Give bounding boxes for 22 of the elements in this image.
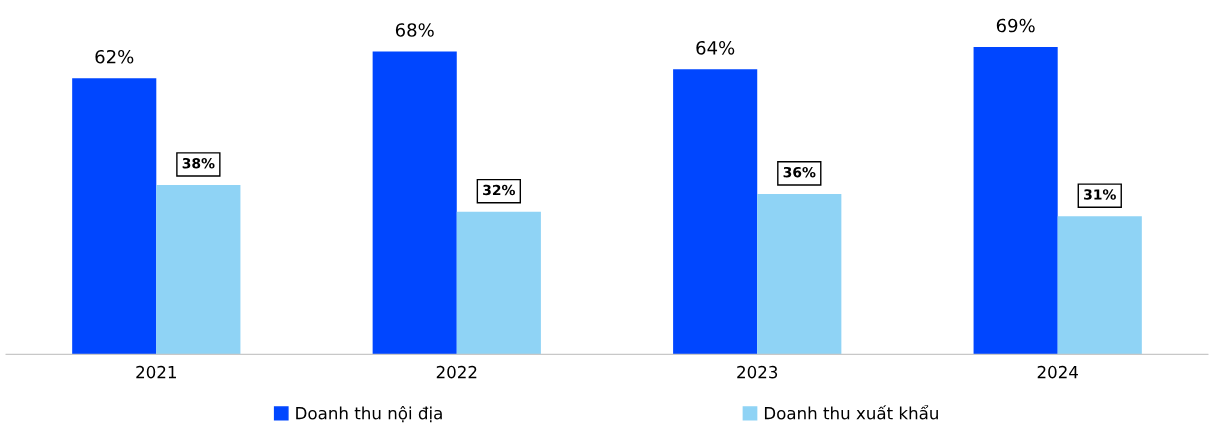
data-label: 62%	[95, 49, 134, 64]
bar	[156, 185, 241, 355]
x-tick-label: 2024	[1037, 365, 1078, 379]
bar	[1057, 216, 1142, 355]
bar	[72, 78, 157, 355]
bar	[372, 51, 457, 355]
data-label: 38%	[182, 158, 215, 169]
data-label: 32%	[483, 184, 516, 196]
bar	[456, 211, 541, 355]
data-label: 64%	[696, 40, 735, 55]
bar	[757, 194, 842, 355]
legend-label: Doanh thu nội địa	[296, 405, 442, 423]
data-label: 68%	[395, 23, 434, 37]
legend-label: Doanh thu xuất khẩu	[764, 404, 938, 420]
x-tick-label: 2021	[136, 365, 176, 379]
x-tick-label: 2023	[737, 365, 778, 379]
x-tick-label: 2022	[436, 365, 477, 379]
data-label: 36%	[783, 166, 816, 178]
bar	[673, 69, 758, 355]
data-label: 31%	[1084, 189, 1116, 200]
bar	[973, 46, 1058, 355]
data-label: 69%	[996, 18, 1035, 33]
